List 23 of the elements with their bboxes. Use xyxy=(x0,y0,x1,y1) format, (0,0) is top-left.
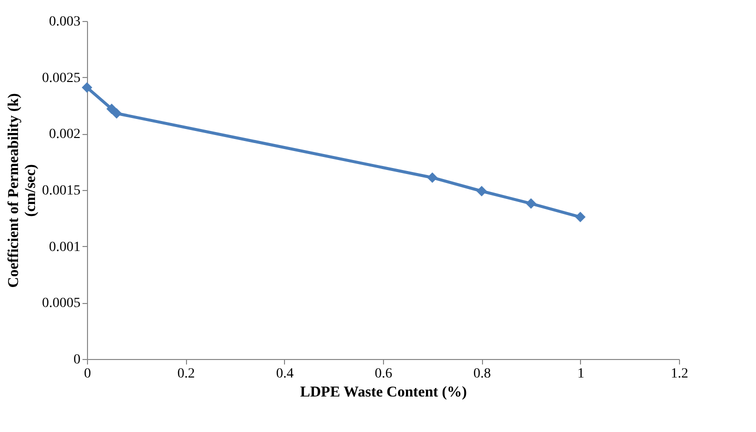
point xyxy=(111,108,122,119)
x-tick-label: 0 xyxy=(84,366,91,382)
y-tick-label: 0.001 xyxy=(49,240,80,255)
point xyxy=(575,212,586,222)
point xyxy=(82,82,92,93)
x-tick-label: 0.6 xyxy=(374,366,392,382)
x-tick-label: 1.2 xyxy=(670,366,688,382)
x-tick-label: 0.4 xyxy=(276,366,294,382)
x-tick-label: 0.8 xyxy=(473,366,491,382)
y-tick-label: 0.002 xyxy=(49,127,80,142)
y-tick-label: 0.0015 xyxy=(42,184,80,198)
y-tick-label: 0.0005 xyxy=(42,296,80,312)
point xyxy=(427,172,438,183)
x-tick-label: 1 xyxy=(577,366,584,382)
y-tick-label: 0.0025 xyxy=(42,70,80,86)
point xyxy=(476,186,487,196)
y-tick-label: 0.003 xyxy=(49,14,80,30)
point xyxy=(526,198,536,209)
y-axis-title: Coefficient of Permeability (k) (cm/sec) xyxy=(6,93,39,288)
y-tick-label: 0 xyxy=(74,352,80,368)
x-tick-label: 0.2 xyxy=(177,366,195,382)
x-axis-title: LDPE Waste Content (%) xyxy=(300,384,467,400)
point xyxy=(106,104,117,114)
